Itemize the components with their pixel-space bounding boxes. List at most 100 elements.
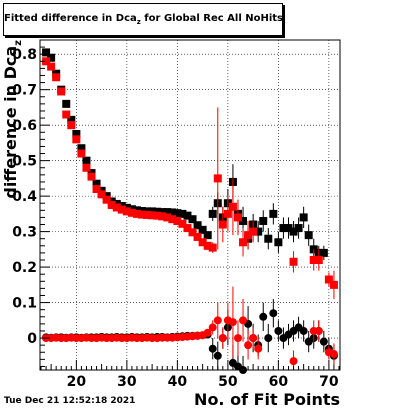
data-point-circle — [274, 320, 283, 342]
data-point-square — [47, 62, 56, 71]
data-point-circle — [329, 343, 338, 365]
data-point-square — [213, 107, 222, 250]
marker-square — [183, 224, 192, 233]
marker-square — [47, 53, 56, 62]
data-point-square — [67, 121, 76, 130]
marker-circle — [254, 344, 263, 353]
x-tick-label: 70 — [319, 374, 339, 390]
marker-square — [153, 211, 162, 220]
marker-circle — [319, 337, 328, 346]
chart-title: Fitted difference in Dcaz for Global Rec… — [4, 13, 283, 26]
marker-square — [289, 227, 298, 236]
x-tick-label: 30 — [117, 374, 137, 390]
marker-square — [304, 231, 313, 240]
marker-circle — [274, 326, 283, 335]
data-point-square — [264, 228, 273, 250]
data-point-square — [62, 110, 71, 119]
marker-circle — [249, 334, 258, 343]
marker-square — [218, 220, 227, 229]
marker-square — [173, 216, 182, 225]
marker-square — [178, 209, 187, 218]
marker-circle — [264, 334, 273, 343]
marker-square — [127, 208, 136, 217]
chart-title-subscript: z — [136, 18, 141, 26]
data-point-square — [112, 203, 121, 212]
marker-square — [193, 232, 202, 241]
data-point-circle — [213, 341, 222, 370]
data-point-square — [188, 215, 197, 224]
data-point-square — [92, 179, 101, 188]
data-point-square — [223, 196, 232, 232]
data-point-square — [324, 272, 333, 287]
marker-square — [158, 208, 167, 217]
marker-square — [168, 215, 177, 224]
marker-square — [67, 115, 76, 124]
data-point-circle — [244, 330, 253, 360]
data-point-square — [77, 149, 86, 158]
data-point-square — [284, 217, 293, 239]
marker-square — [112, 203, 121, 212]
data-point-square — [289, 251, 298, 273]
data-point-square — [294, 217, 303, 239]
marker-square — [72, 135, 81, 144]
data-point-square — [198, 238, 207, 247]
marker-square — [122, 207, 131, 216]
marker-square — [163, 213, 172, 222]
data-point-square — [198, 225, 207, 234]
marker-circle — [289, 357, 298, 366]
marker-square — [294, 224, 303, 233]
marker-square — [77, 144, 86, 153]
data-point-square — [122, 207, 131, 216]
marker-square — [198, 225, 207, 234]
y-tick-label: 0.7 — [12, 83, 37, 99]
marker-square — [102, 195, 111, 204]
x-tick-label: 60 — [269, 374, 289, 390]
data-point-circle — [299, 320, 308, 342]
marker-circle — [203, 328, 212, 337]
data-point-square — [168, 215, 177, 224]
data-point-circle — [254, 338, 263, 360]
x-axis-label: No. of Fit Points — [194, 390, 340, 409]
data-point-circle — [208, 338, 217, 360]
marker-circle — [299, 326, 308, 335]
marker-square — [72, 130, 81, 139]
marker-square — [279, 224, 288, 233]
data-point-square — [132, 209, 141, 218]
data-point-square — [97, 190, 106, 199]
marker-circle — [233, 334, 242, 343]
marker-square — [249, 227, 258, 236]
data-point-square — [208, 206, 217, 221]
data-point-square — [62, 99, 71, 108]
marker-square — [178, 219, 187, 228]
data-point-square — [72, 130, 81, 139]
data-point-square — [183, 211, 192, 220]
data-point-square — [52, 73, 61, 82]
marker-square — [168, 208, 177, 217]
marker-square — [223, 209, 232, 218]
marker-square — [42, 57, 51, 66]
data-point-square — [42, 57, 51, 66]
data-point-square — [163, 208, 172, 217]
marker-square — [77, 149, 86, 158]
data-point-square — [244, 220, 253, 250]
marker-square — [309, 256, 318, 264]
data-point-circle — [203, 328, 212, 337]
data-point-square — [269, 203, 278, 225]
marker-circle — [239, 316, 248, 325]
data-point-circle — [289, 320, 298, 342]
marker-circle — [244, 341, 253, 350]
y-tick-label: 0.8 — [12, 47, 37, 63]
marker-circle — [213, 316, 222, 325]
marker-circle — [218, 334, 227, 343]
marker-square — [254, 227, 263, 236]
marker-circle — [213, 351, 222, 360]
grid-lines — [40, 40, 340, 370]
marker-circle — [208, 344, 217, 353]
marker-square — [67, 121, 76, 130]
x-tick-label: 20 — [67, 374, 87, 390]
marker-square — [264, 234, 273, 243]
data-point-square — [127, 208, 136, 217]
marker-square — [132, 209, 141, 218]
data-point-circle — [239, 299, 248, 342]
chart-title-box: Fitted difference in Dcaz for Global Rec… — [3, 3, 283, 36]
